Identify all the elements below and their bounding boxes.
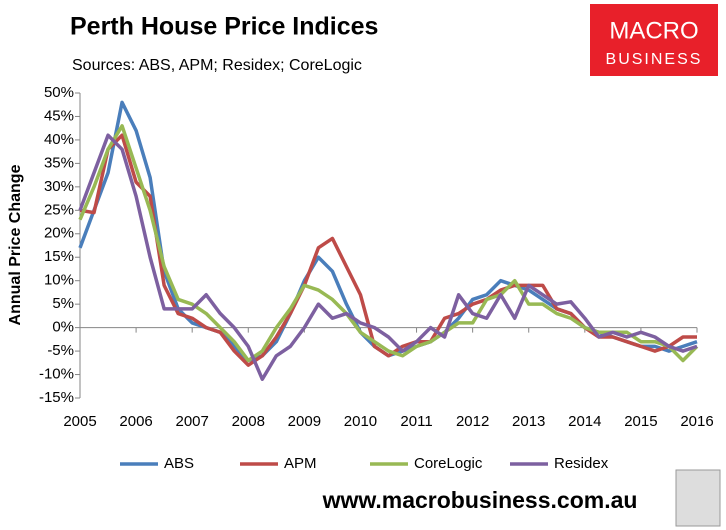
chart-title: Perth House Price Indices xyxy=(70,13,378,41)
y-tick-label: 15% xyxy=(44,248,74,265)
x-tick-label: 2010 xyxy=(344,413,377,430)
y-tick-label: 25% xyxy=(44,201,74,218)
x-tick-label: 2005 xyxy=(63,413,96,430)
legend-label: CoreLogic xyxy=(414,455,483,472)
x-tick-label: 2011 xyxy=(400,413,432,430)
series-line xyxy=(78,124,699,363)
x-tick-label: 2013 xyxy=(512,413,545,430)
x-tick-label: 2015 xyxy=(624,413,657,430)
y-tick-label: -5% xyxy=(47,342,74,359)
x-tick-label: 2006 xyxy=(119,413,152,430)
y-tick-label: -15% xyxy=(39,389,74,406)
x-tick-label: 2008 xyxy=(232,413,265,430)
logo-text: BUSINESS xyxy=(606,51,703,68)
x-tick-label: 2009 xyxy=(288,413,321,430)
legend-label: ABS xyxy=(164,455,194,472)
legend-label: APM xyxy=(284,455,317,472)
series-line xyxy=(79,133,697,367)
y-tick-label: 35% xyxy=(44,154,74,171)
x-tick-label: 2012 xyxy=(456,413,489,430)
y-tick-label: 50% xyxy=(44,84,74,101)
chart-subtitle: Sources: ABS, APM; Residex; CoreLogic xyxy=(72,57,362,74)
x-tick-label: 2014 xyxy=(568,413,601,430)
logo-box xyxy=(590,4,718,76)
footer: www.macrobusiness.com.au xyxy=(322,487,638,513)
y-axis-label: Annual Price Change xyxy=(7,164,24,325)
y-tick-label: 45% xyxy=(44,107,74,124)
legend-label: Residex xyxy=(554,455,609,472)
series-line xyxy=(78,100,698,363)
y-tick-label: 30% xyxy=(44,178,74,195)
y-tick-label: 40% xyxy=(44,131,74,148)
x-tick-label: 2016 xyxy=(680,413,713,430)
y-tick-label: 5% xyxy=(52,295,74,312)
x-tick-label: 2007 xyxy=(175,413,208,430)
series-line xyxy=(78,133,698,381)
logo-text: MACRO xyxy=(609,17,698,44)
y-tick-label: 20% xyxy=(44,225,74,242)
logo-icon xyxy=(675,469,721,527)
y-tick-label: 0% xyxy=(52,319,74,336)
y-tick-label: -10% xyxy=(39,366,74,383)
y-tick-label: 10% xyxy=(44,272,74,289)
